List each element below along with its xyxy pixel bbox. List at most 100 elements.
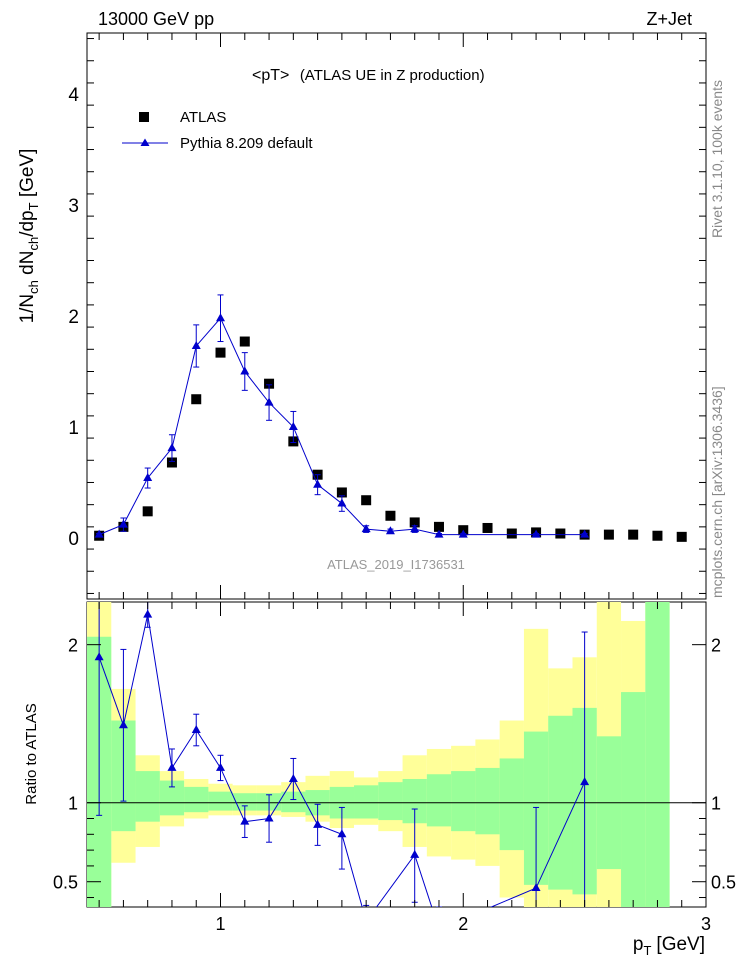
ratio-pythia-point	[118, 720, 128, 729]
ratio-pythia-point	[410, 849, 420, 858]
ratio-series-group	[94, 602, 590, 907]
ratio-band-green	[281, 791, 306, 813]
ratio-pythia-point	[264, 813, 274, 822]
ratio-band-green	[208, 791, 233, 811]
pythia-data-point	[458, 529, 468, 538]
ratio-pythia-point	[531, 883, 541, 892]
ratio-band-green	[645, 602, 670, 907]
pythia-data-point	[337, 498, 347, 507]
pythia-data-point	[385, 526, 395, 535]
ratio-band-green	[621, 692, 646, 907]
rivet-label: Rivet 3.1.10, 100k events	[709, 80, 725, 238]
header-right: Z+Jet	[646, 9, 692, 29]
main-y-tick-label: 4	[68, 85, 79, 106]
ratio-pythia-point	[337, 829, 347, 838]
atlas-data-point	[239, 336, 250, 347]
atlas-data-point	[506, 528, 517, 539]
ratio-pythia-point	[143, 609, 153, 618]
ratio-pythia-point	[288, 773, 298, 782]
x-tick-label: 1	[216, 914, 226, 934]
ratio-y-tick-label-right: 1	[711, 794, 721, 814]
pythia-data-point	[94, 529, 104, 538]
ratio-y-tick-label-right: 0.5	[711, 873, 736, 893]
atlas-data-point	[603, 529, 614, 540]
ratio-bands	[87, 602, 670, 907]
axis-layer: 1 2 3 0 1 2 3 4 0.5 0.5 1 1 2 2	[53, 33, 736, 934]
ratio-band-green	[135, 771, 160, 822]
ratio-layer	[87, 602, 706, 907]
chart-title-main: <pT>	[252, 67, 289, 84]
pythia-data-point	[118, 519, 128, 528]
ratio-y-tick-label: 2	[68, 636, 78, 656]
atlas-data-point	[409, 517, 420, 528]
main-ylabel: 1/Nch dNch/dpT [GeV]	[17, 149, 41, 324]
ratio-band-green	[232, 793, 257, 811]
x-tick-label: 3	[701, 914, 711, 934]
ratio-pythia-point	[94, 652, 104, 661]
main-y-tick-label: 0	[68, 529, 79, 550]
atlas-data-point	[361, 495, 372, 506]
ratio-pythia-point	[191, 725, 201, 734]
pythia-data-point	[531, 529, 541, 538]
ratio-band-green	[184, 786, 209, 813]
atlas-data-point	[555, 528, 566, 539]
pythia-data-point	[191, 340, 201, 349]
ratio-pythia-point	[240, 816, 250, 825]
atlas-data-point	[191, 394, 202, 405]
ratio-pythia-point	[580, 777, 590, 786]
ratio-band-green	[354, 785, 379, 819]
atlas-data-point	[482, 522, 493, 533]
header-left: 13000 GeV pp	[98, 9, 214, 29]
pythia-data-point	[167, 443, 177, 452]
mcplots-label: mcplots.cern.ch [arXiv:1306.3436]	[709, 386, 725, 598]
atlas-data-point	[652, 530, 663, 541]
pythia-data-point	[410, 524, 420, 533]
ratio-pythia-point	[167, 762, 177, 771]
atlas-data-point	[433, 521, 444, 532]
atlas-data-point	[142, 506, 153, 517]
ratio-band-green	[378, 782, 403, 821]
pythia-data-point	[240, 366, 250, 375]
pythia-data-point	[264, 397, 274, 406]
atlas-data-point	[628, 529, 639, 540]
legend-pythia-label: Pythia 8.209 default	[180, 135, 313, 152]
x-tick-label: 2	[458, 914, 468, 934]
pythia-data-point	[434, 529, 444, 538]
atlas-data-point	[166, 457, 177, 468]
atlas-data-point	[385, 510, 396, 521]
legend: ATLAS Pythia 8.209 default	[122, 109, 313, 152]
ratio-y-tick-label: 0.5	[53, 873, 78, 893]
atlas-data-point	[215, 347, 226, 358]
ratio-band-green	[499, 758, 524, 851]
ratio-band-green	[426, 774, 452, 827]
main-y-tick-label: 1	[68, 418, 79, 439]
atlas-data-point	[336, 487, 347, 498]
xlabel: pT [GeV]	[633, 934, 705, 958]
main-y-tick-label: 3	[68, 196, 79, 217]
ratio-ylabel: Ratio to ATLAS	[23, 703, 40, 804]
pythia-data-point	[313, 479, 323, 488]
legend-atlas-label: ATLAS	[180, 109, 226, 126]
legend-pythia-marker	[140, 138, 150, 146]
pythia-data-point	[361, 524, 371, 533]
ratio-pythia-point	[216, 762, 226, 771]
pythia-line	[98, 317, 585, 536]
ratio-pythia-point	[313, 819, 323, 828]
main-plot-frame	[86, 32, 707, 600]
chart-subtitle: (ATLAS UE in Z production)	[300, 67, 485, 84]
pythia-data-point	[216, 313, 226, 322]
ratio-y-tick-label: 1	[68, 794, 78, 814]
main-layer	[94, 294, 687, 542]
ratio-y-tick-label-right: 2	[711, 636, 721, 656]
ratio-pythia-line	[98, 614, 586, 907]
ratio-band-green	[451, 771, 476, 832]
pythia-data-point	[143, 473, 153, 482]
ratio-band-green	[475, 767, 500, 835]
legend-atlas-marker	[139, 112, 149, 122]
atlas-data-point	[264, 378, 275, 389]
main-y-tick-label: 2	[68, 307, 79, 328]
pythia-data-point	[288, 421, 298, 430]
analysis-watermark: ATLAS_2019_I1736531	[327, 557, 465, 572]
